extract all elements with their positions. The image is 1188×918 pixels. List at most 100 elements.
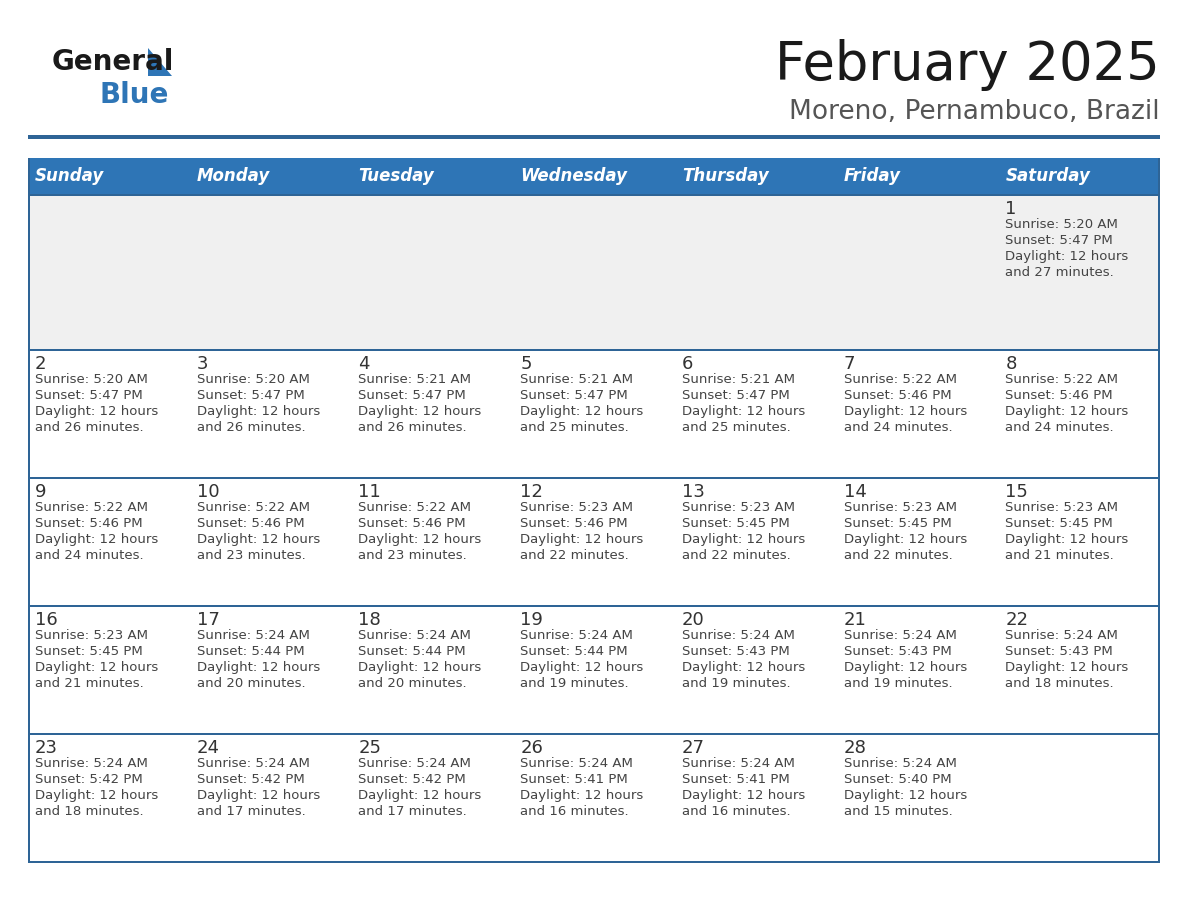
Text: Daylight: 12 hours: Daylight: 12 hours [682,789,805,802]
Bar [998,351,1159,477]
Text: Sunset: 5:42 PM: Sunset: 5:42 PM [34,773,143,786]
Text: Sunrise: 5:23 AM: Sunrise: 5:23 AM [520,501,633,514]
Bar [513,735,675,861]
Bar [513,158,675,194]
Text: 25: 25 [359,739,381,757]
Bar [675,607,836,733]
Text: and 24 minutes.: and 24 minutes. [34,549,144,562]
Text: Sunrise: 5:22 AM: Sunrise: 5:22 AM [1005,373,1118,386]
Text: Sunrise: 5:24 AM: Sunrise: 5:24 AM [682,629,795,642]
Text: Sunset: 5:43 PM: Sunset: 5:43 PM [1005,645,1113,658]
Bar [352,351,513,477]
Bar [29,861,1159,863]
Text: 27: 27 [682,739,704,757]
Text: 26: 26 [520,739,543,757]
Text: Sunset: 5:46 PM: Sunset: 5:46 PM [34,517,143,530]
Text: 13: 13 [682,483,704,501]
Text: Friday: Friday [843,167,901,185]
Text: Daylight: 12 hours: Daylight: 12 hours [359,405,481,418]
Text: Daylight: 12 hours: Daylight: 12 hours [34,405,158,418]
Bar [352,196,513,349]
Text: Sunrise: 5:24 AM: Sunrise: 5:24 AM [520,629,633,642]
Bar [190,351,352,477]
Text: Sunset: 5:45 PM: Sunset: 5:45 PM [1005,517,1113,530]
Text: Sunrise: 5:22 AM: Sunrise: 5:22 AM [843,373,956,386]
Text: and 15 minutes.: and 15 minutes. [843,805,953,818]
Text: Daylight: 12 hours: Daylight: 12 hours [520,789,644,802]
Bar [836,196,998,349]
Text: and 19 minutes.: and 19 minutes. [682,677,790,690]
Text: Wednesday: Wednesday [520,167,627,185]
Text: and 26 minutes.: and 26 minutes. [197,421,305,434]
Text: Sunrise: 5:24 AM: Sunrise: 5:24 AM [197,757,310,770]
Text: 3: 3 [197,355,208,373]
Bar [836,607,998,733]
Text: 1: 1 [1005,200,1017,218]
Text: and 16 minutes.: and 16 minutes. [520,805,628,818]
Text: Sunrise: 5:23 AM: Sunrise: 5:23 AM [1005,501,1118,514]
Text: Saturday: Saturday [1005,167,1091,185]
Text: Sunrise: 5:21 AM: Sunrise: 5:21 AM [520,373,633,386]
Text: and 18 minutes.: and 18 minutes. [34,805,144,818]
Text: Thursday: Thursday [682,167,769,185]
Bar [190,196,352,349]
Bar [190,479,352,605]
Text: and 20 minutes.: and 20 minutes. [197,677,305,690]
Text: Daylight: 12 hours: Daylight: 12 hours [1005,405,1129,418]
Text: Sunset: 5:46 PM: Sunset: 5:46 PM [520,517,627,530]
Bar [0,863,1188,918]
Text: Daylight: 12 hours: Daylight: 12 hours [682,533,805,546]
Text: and 22 minutes.: and 22 minutes. [843,549,953,562]
Bar [352,607,513,733]
Text: 15: 15 [1005,483,1028,501]
Bar [190,158,352,194]
Text: Sunrise: 5:22 AM: Sunrise: 5:22 AM [197,501,310,514]
Bar [29,158,190,194]
Text: Sunday: Sunday [34,167,105,185]
Text: 8: 8 [1005,355,1017,373]
Text: Sunrise: 5:24 AM: Sunrise: 5:24 AM [197,629,310,642]
Text: Sunrise: 5:23 AM: Sunrise: 5:23 AM [843,501,956,514]
Text: Sunset: 5:45 PM: Sunset: 5:45 PM [34,645,143,658]
Text: Sunrise: 5:24 AM: Sunrise: 5:24 AM [34,757,147,770]
Text: Sunrise: 5:22 AM: Sunrise: 5:22 AM [359,501,472,514]
Text: Daylight: 12 hours: Daylight: 12 hours [359,533,481,546]
Text: Daylight: 12 hours: Daylight: 12 hours [197,789,320,802]
Bar [29,735,190,861]
Text: and 21 minutes.: and 21 minutes. [34,677,144,690]
Bar [675,735,836,861]
Text: Sunset: 5:45 PM: Sunset: 5:45 PM [682,517,790,530]
Bar [29,158,30,861]
Bar [836,158,998,194]
Text: 14: 14 [843,483,866,501]
Bar [29,135,1159,139]
Text: and 25 minutes.: and 25 minutes. [682,421,790,434]
Text: 7: 7 [843,355,855,373]
Text: and 26 minutes.: and 26 minutes. [359,421,467,434]
Text: 18: 18 [359,611,381,629]
Text: 24: 24 [197,739,220,757]
Bar [29,477,1159,479]
Bar [352,158,513,194]
Text: and 26 minutes.: and 26 minutes. [34,421,144,434]
Text: 5: 5 [520,355,532,373]
Text: Sunrise: 5:23 AM: Sunrise: 5:23 AM [34,629,148,642]
Text: Sunset: 5:47 PM: Sunset: 5:47 PM [34,389,143,402]
Text: Daylight: 12 hours: Daylight: 12 hours [682,405,805,418]
Text: Daylight: 12 hours: Daylight: 12 hours [843,661,967,674]
Bar [29,196,190,349]
Bar [836,735,998,861]
Text: February 2025: February 2025 [776,39,1159,91]
Text: Sunrise: 5:24 AM: Sunrise: 5:24 AM [520,757,633,770]
Bar [998,196,1159,349]
Text: and 22 minutes.: and 22 minutes. [520,549,628,562]
Text: Sunset: 5:40 PM: Sunset: 5:40 PM [843,773,952,786]
Bar [29,605,1159,607]
Text: Sunset: 5:46 PM: Sunset: 5:46 PM [1005,389,1113,402]
Text: 4: 4 [359,355,369,373]
Text: 9: 9 [34,483,46,501]
Text: Sunset: 5:43 PM: Sunset: 5:43 PM [843,645,952,658]
Text: Sunrise: 5:24 AM: Sunrise: 5:24 AM [359,757,472,770]
Text: Sunset: 5:46 PM: Sunset: 5:46 PM [197,517,304,530]
Polygon shape [148,48,172,76]
